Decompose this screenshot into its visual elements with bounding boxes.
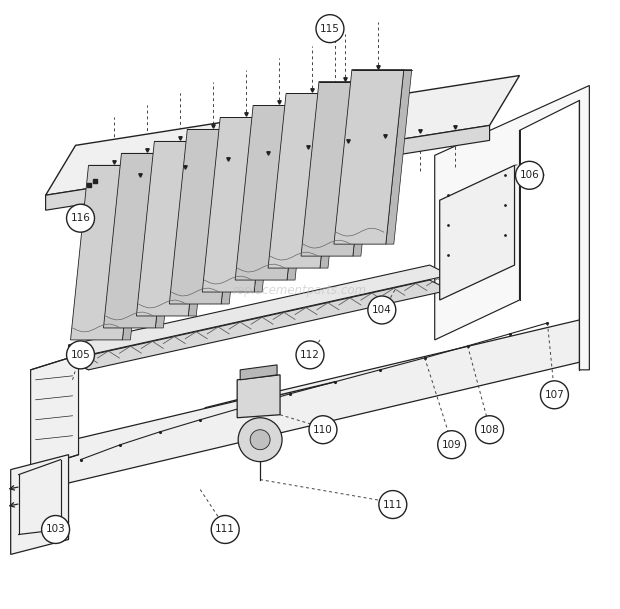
Polygon shape (287, 105, 313, 280)
Text: 111: 111 (215, 524, 235, 535)
Polygon shape (46, 125, 490, 210)
Polygon shape (237, 375, 280, 418)
Text: 106: 106 (520, 171, 539, 180)
Text: 111: 111 (383, 499, 403, 510)
Polygon shape (268, 94, 338, 268)
Polygon shape (386, 69, 412, 244)
Text: 104: 104 (372, 305, 392, 315)
Circle shape (296, 341, 324, 369)
Polygon shape (440, 165, 515, 300)
Circle shape (42, 515, 69, 543)
Polygon shape (353, 82, 379, 256)
Polygon shape (69, 280, 450, 370)
Circle shape (379, 491, 407, 518)
Polygon shape (188, 141, 215, 316)
Circle shape (66, 204, 94, 232)
Polygon shape (169, 129, 239, 304)
Circle shape (476, 416, 503, 444)
Polygon shape (156, 153, 181, 328)
Circle shape (368, 296, 396, 324)
Text: 107: 107 (544, 390, 564, 400)
Polygon shape (334, 69, 404, 244)
Polygon shape (30, 355, 79, 470)
Polygon shape (301, 82, 371, 256)
Circle shape (66, 341, 94, 369)
Text: 112: 112 (300, 350, 320, 360)
Circle shape (516, 161, 544, 189)
Text: 108: 108 (480, 424, 500, 435)
Text: replacementparts.com: replacementparts.com (233, 284, 367, 297)
Text: 110: 110 (313, 424, 333, 435)
Polygon shape (122, 165, 148, 340)
Circle shape (250, 430, 270, 449)
Circle shape (309, 416, 337, 444)
Polygon shape (435, 85, 590, 370)
Text: 105: 105 (71, 350, 91, 360)
Text: 103: 103 (46, 524, 66, 535)
Polygon shape (254, 118, 280, 292)
Polygon shape (240, 365, 277, 380)
Polygon shape (320, 94, 346, 268)
Polygon shape (136, 141, 206, 316)
Circle shape (211, 515, 239, 543)
Circle shape (438, 431, 466, 459)
Polygon shape (104, 153, 174, 328)
Polygon shape (71, 165, 140, 340)
Text: 109: 109 (442, 440, 461, 449)
Polygon shape (202, 118, 272, 292)
Polygon shape (11, 455, 69, 554)
Circle shape (238, 418, 282, 462)
Polygon shape (30, 320, 590, 490)
Circle shape (541, 381, 569, 409)
Circle shape (316, 15, 344, 43)
Polygon shape (221, 129, 247, 304)
Text: 115: 115 (320, 24, 340, 33)
Polygon shape (69, 265, 450, 355)
Polygon shape (235, 105, 305, 280)
Polygon shape (46, 76, 520, 195)
Text: 116: 116 (71, 213, 91, 223)
Polygon shape (69, 345, 89, 370)
